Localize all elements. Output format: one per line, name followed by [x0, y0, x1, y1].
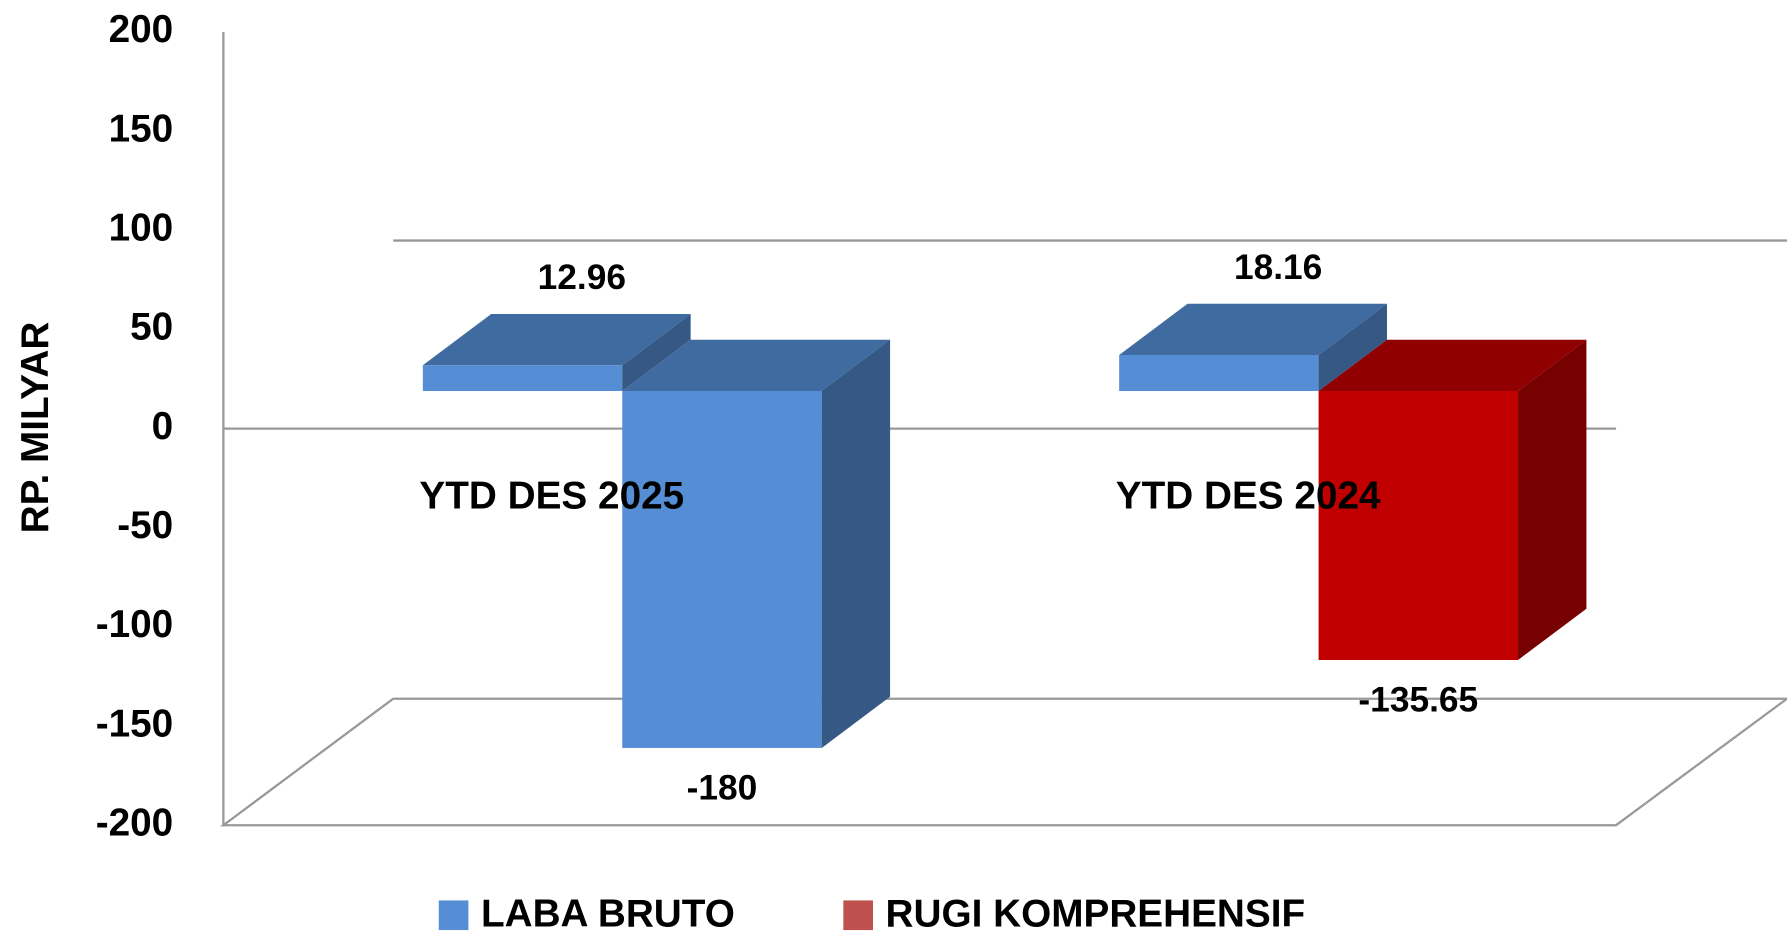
bar-side: [821, 339, 891, 748]
x-tick-label: YTD DES 2024: [1116, 474, 1381, 517]
y-tick-label: 100: [109, 207, 174, 250]
bar: [422, 365, 623, 392]
bar-top: [622, 339, 891, 392]
bar-top: [1119, 303, 1387, 355]
data-label: -135.65: [1358, 680, 1478, 719]
legend-swatch: [438, 900, 469, 931]
bar-side: [622, 314, 691, 392]
legend-swatch: [843, 900, 873, 931]
bar: [1318, 391, 1519, 660]
x-tick-label: YTD DES 2025: [419, 474, 684, 517]
data-label: 18.16: [1234, 248, 1322, 287]
data-label: 12.96: [538, 258, 626, 297]
legend-label: LABA BRUTO: [481, 893, 735, 936]
y-tick-label: 150: [109, 107, 174, 150]
data-label: -180: [687, 768, 758, 807]
y-tick-label: 50: [130, 306, 173, 349]
bar: [622, 391, 822, 748]
y-tick-label: 0: [152, 405, 174, 448]
floor: [219, 697, 1787, 827]
legend-label: RUGI KOMPREHENSIF: [886, 893, 1306, 936]
bar-top: [1318, 339, 1587, 392]
y-tick-label: -100: [96, 603, 174, 646]
bar-top: [422, 314, 691, 366]
bar: [1119, 354, 1319, 392]
bar-side: [1518, 339, 1587, 660]
y-tick-label: 200: [109, 8, 174, 51]
bar-side: [1318, 303, 1387, 392]
y-axis-label: RP. MILYAR: [14, 322, 57, 534]
y-tick-label: -150: [96, 702, 174, 745]
y-tick-label: -50: [117, 504, 173, 547]
y-tick-label: -200: [96, 801, 174, 844]
